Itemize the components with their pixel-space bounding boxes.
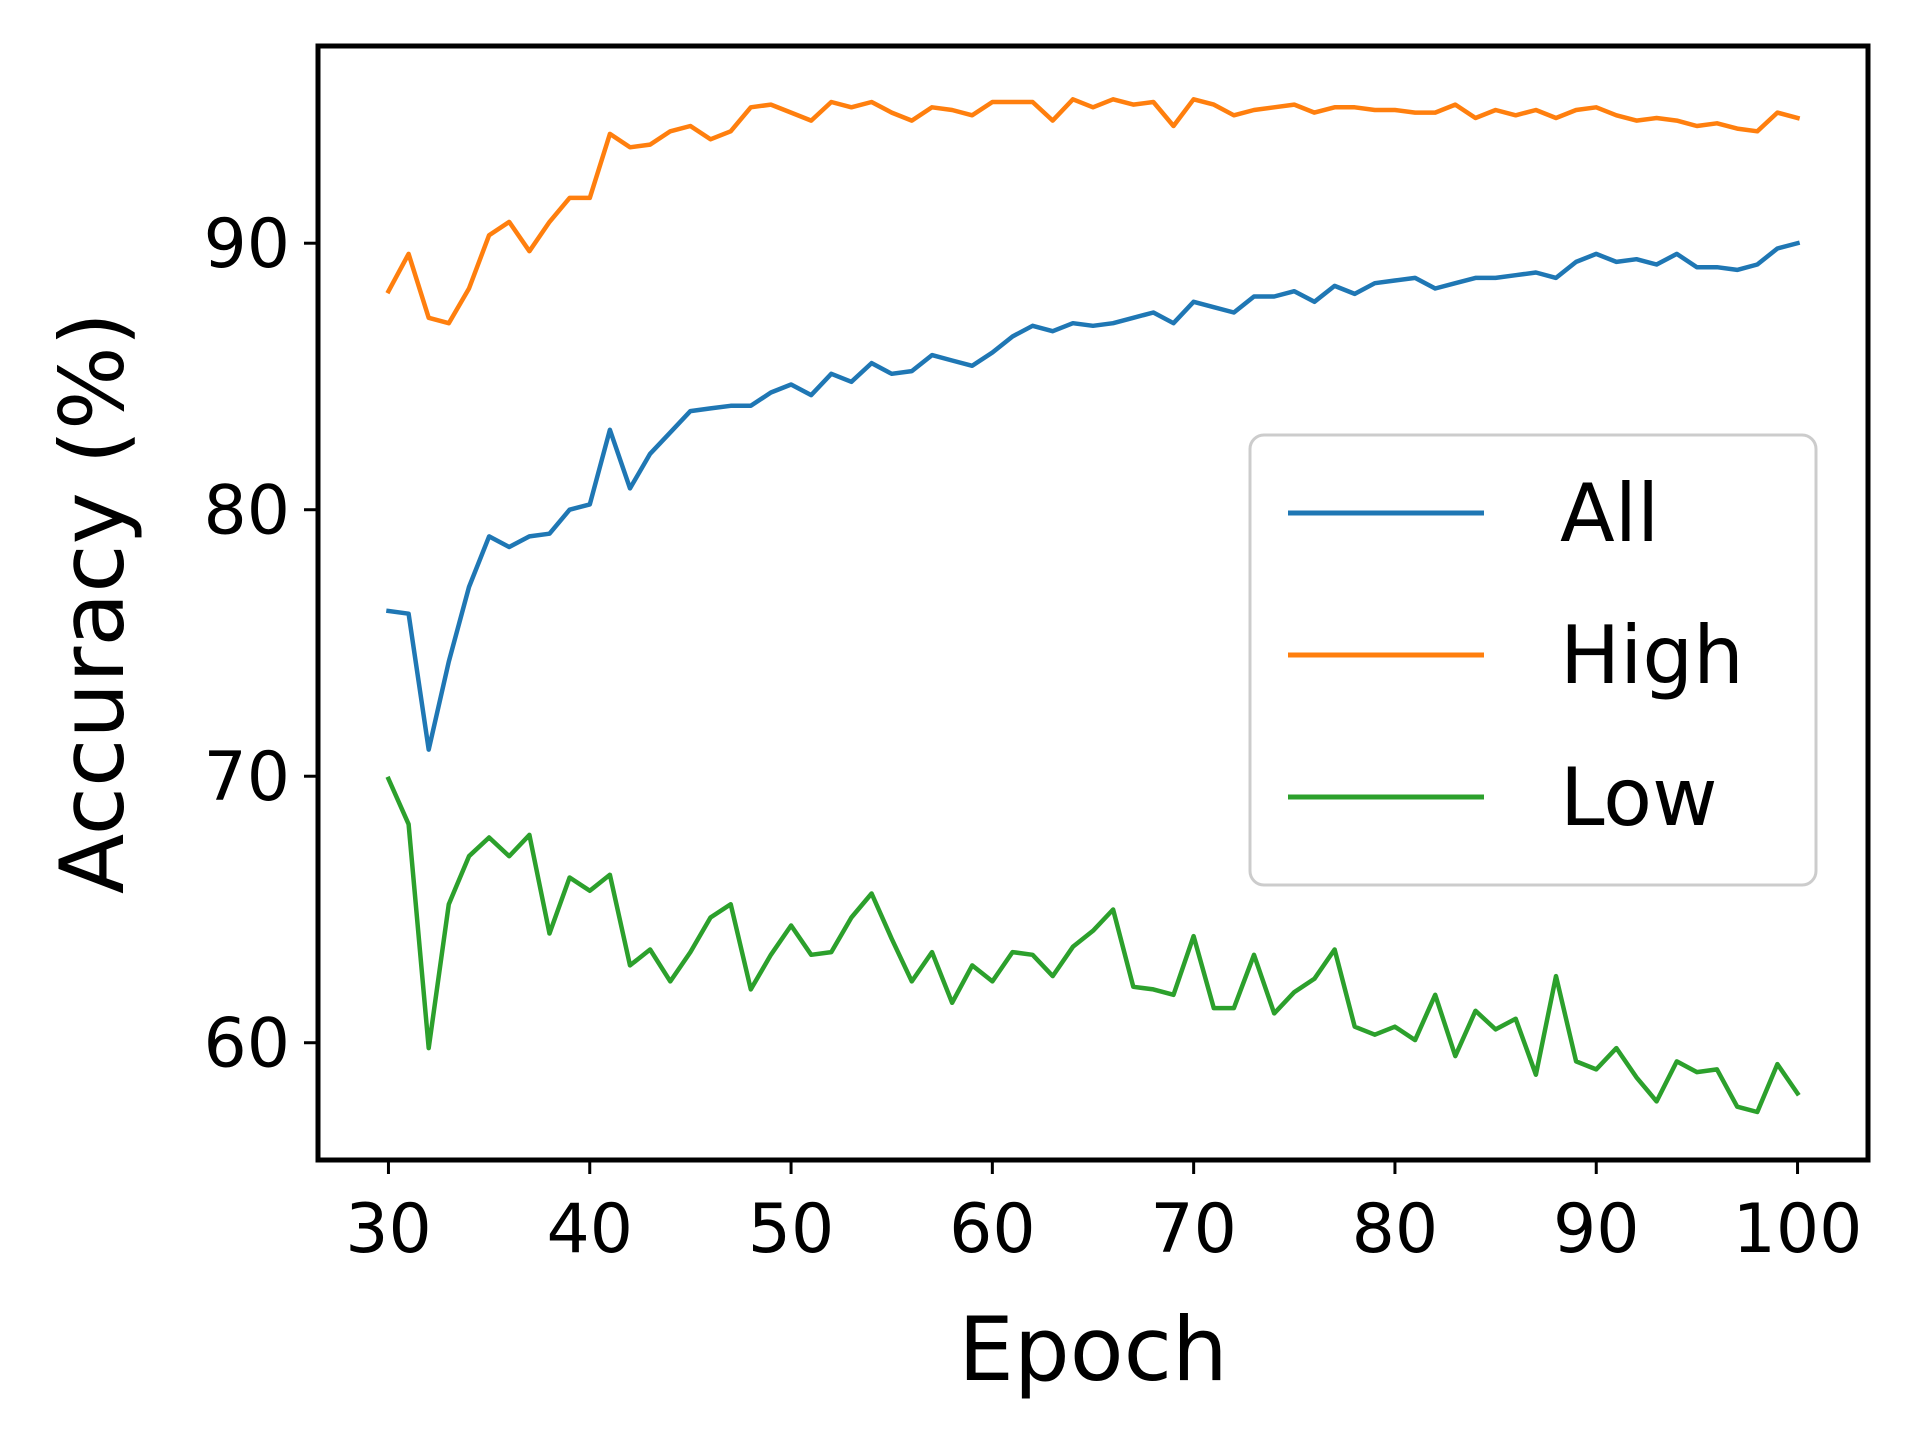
x-tick-label: 80 (1352, 1190, 1439, 1269)
y-axis-ticks: 60 70 80 90 (203, 205, 318, 1084)
series-line-low (385, 775, 1801, 1115)
legend-label-high: High (1560, 609, 1744, 702)
y-tick-label: 90 (203, 205, 290, 284)
series-layer (385, 97, 1801, 1115)
series-line-all (385, 240, 1801, 752)
x-tick-label: 30 (345, 1190, 432, 1269)
x-tick-label: 40 (546, 1190, 633, 1269)
plot-frame (315, 43, 1871, 1163)
y-tick-label: 80 (203, 472, 290, 551)
legend-box (1248, 433, 1818, 887)
y-axis-title: Accuracy (%) (41, 312, 144, 894)
legend-label-all: All (1560, 467, 1659, 560)
x-tick-label: 50 (748, 1190, 835, 1269)
legend-label-low: Low (1560, 751, 1718, 844)
x-tick-label: 60 (949, 1190, 1036, 1269)
x-tick-label: 100 (1733, 1190, 1863, 1269)
legend: All High Low (1248, 433, 1818, 887)
legend-entries: All High Low (1288, 467, 1744, 844)
x-tick-label: 90 (1553, 1190, 1640, 1269)
series-line-high (385, 97, 1801, 326)
y-tick-label: 60 (203, 1005, 290, 1084)
x-axis-ticks: 30 40 50 60 70 80 90 100 (345, 1160, 1862, 1269)
y-tick-label: 70 (203, 738, 290, 817)
x-axis-title: Epoch (958, 1298, 1227, 1401)
x-tick-label: 70 (1150, 1190, 1237, 1269)
